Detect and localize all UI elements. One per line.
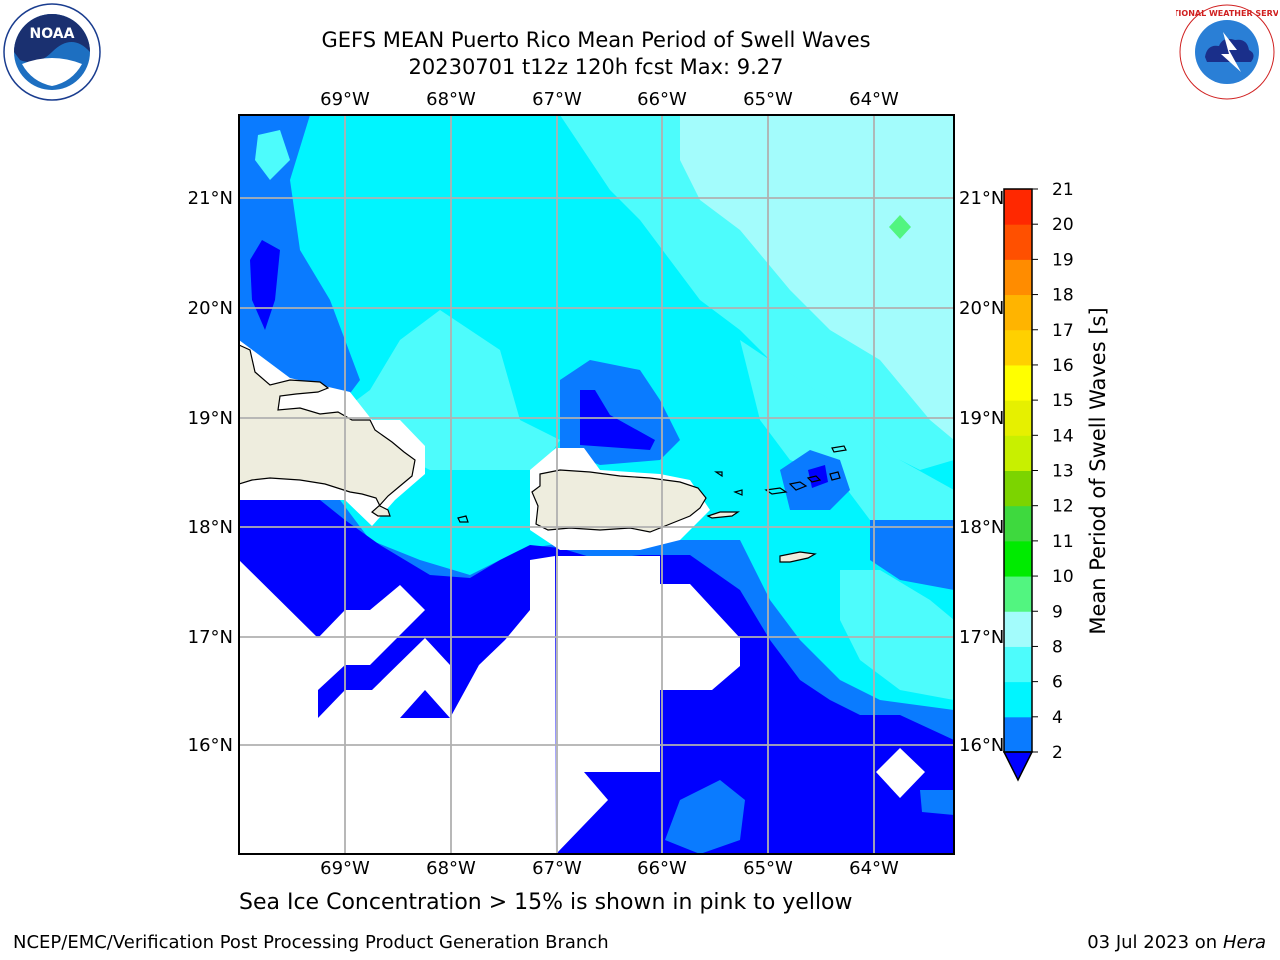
colorbar-band — [1004, 505, 1032, 542]
colorbar-band — [1004, 259, 1032, 296]
virgin-islands-land — [457, 445, 847, 523]
noaa-logo: NOAA — [3, 3, 101, 101]
no-data-s — [556, 556, 740, 854]
colorbar-tick-label: 11 — [1052, 532, 1074, 552]
lat-label-left: 19°N — [188, 408, 233, 429]
field-0-2-mona — [580, 390, 655, 450]
field-2-4-south-spot — [665, 780, 745, 854]
no-data-se — [876, 748, 925, 798]
lat-label-left: 18°N — [188, 517, 233, 538]
st-croix-land — [779, 551, 817, 563]
colorbar-band — [1004, 611, 1032, 647]
colorbar-band — [1004, 646, 1032, 683]
colorbar-tick-label: 18 — [1052, 286, 1074, 306]
colorbar-tick-label: 15 — [1052, 391, 1074, 411]
lat-label-right: 19°N — [959, 408, 1004, 429]
field-2-4-se-spot — [920, 790, 954, 815]
colorbar-tick-label: 9 — [1052, 602, 1063, 622]
footer-date-text: 03 Jul 2023 on — [1087, 932, 1218, 953]
colorbar-tick-label: 10 — [1052, 567, 1074, 587]
colorbar-band — [1004, 681, 1032, 718]
colorbar-band — [1004, 400, 1032, 436]
colorbar-band — [1004, 435, 1032, 471]
grid-lines — [239, 115, 954, 854]
lat-label-left: 17°N — [188, 627, 233, 648]
lon-label-top: 68°W — [426, 89, 476, 110]
colorbar-band — [1004, 540, 1032, 577]
lat-label-left: 20°N — [188, 298, 233, 319]
lat-label-right: 18°N — [959, 517, 1004, 538]
colorbar-tick-label: 13 — [1052, 462, 1074, 482]
hispaniola-land — [239, 344, 416, 517]
colorbar-band — [1004, 189, 1032, 225]
lat-labels-right: 21°N 20°N 19°N 18°N 17°N 16°N — [959, 188, 1004, 756]
lon-label-top: 64°W — [849, 89, 899, 110]
colorbar-band — [1004, 716, 1032, 753]
footer-date: 03 Jul 2023 on Hera — [1087, 932, 1266, 953]
colorbar-tick-label: 17 — [1052, 321, 1074, 341]
colorbar-band — [1004, 224, 1032, 260]
colorbar-tick-label: 4 — [1052, 708, 1063, 728]
colorbar-tick-label: 20 — [1052, 215, 1074, 235]
colorbar-band — [1004, 364, 1032, 401]
lon-label-bottom: 66°W — [637, 858, 687, 879]
colorbar-tick-label: 6 — [1052, 673, 1063, 693]
footer-host: Hera — [1222, 932, 1266, 953]
lon-label-top: 69°W — [320, 89, 370, 110]
lon-label-bottom: 67°W — [532, 858, 582, 879]
colorbar: 2 4 6 8 9 10 11 12 13 14 15 16 17 18 19 20 21 — [1002, 180, 1074, 782]
swell-period-field — [239, 115, 954, 854]
lat-label-right: 21°N — [959, 188, 1004, 209]
field-2-4-upr-spot — [255, 130, 290, 180]
noaa-logo-text: NOAA — [30, 26, 75, 42]
colorbar-tick-label: 14 — [1052, 426, 1074, 446]
colorbar-extend-triangle — [1002, 751, 1034, 782]
no-data-notch — [635, 640, 660, 665]
lon-label-top: 65°W — [743, 89, 793, 110]
lon-label-top: 67°W — [532, 89, 582, 110]
field-8-9 — [680, 115, 954, 440]
lon-labels-bottom: 69°W 68°W 67°W 66°W 65°W 64°W — [320, 858, 899, 879]
field-6-8-east — [740, 340, 954, 520]
colorbar-tick-label: 21 — [1052, 180, 1074, 200]
map-frame — [238, 114, 955, 855]
colorbar-tick-label: 19 — [1052, 250, 1074, 270]
lat-label-right: 17°N — [959, 627, 1004, 648]
lon-label-bottom: 68°W — [426, 858, 476, 879]
nws-logo-text: NATIONAL WEATHER SERVICE — [1176, 9, 1278, 18]
lat-label-left: 16°N — [188, 735, 233, 756]
title-line-2: 20230701 t12z 120h fcst Max: 9.27 — [408, 55, 784, 79]
lat-labels-left: 21°N 20°N 19°N 18°N 17°N 16°N — [188, 188, 233, 756]
no-data-sw — [239, 556, 556, 854]
lon-label-top: 66°W — [637, 89, 687, 110]
colorbar-tick-label: 12 — [1052, 497, 1074, 517]
field-2-4-west — [239, 115, 360, 420]
colorbar-tick-label: 16 — [1052, 356, 1074, 376]
nws-logo: NATIONAL WEATHER SERVICE — [1176, 4, 1278, 100]
colorbar-label: Mean Period of Swell Waves [s] — [1086, 307, 1110, 634]
sea-ice-note: Sea Ice Concentration > 15% is shown in … — [239, 890, 853, 915]
colorbar-tick-label: 2 — [1052, 743, 1063, 763]
vieques-land — [706, 511, 740, 519]
lat-label-right: 20°N — [959, 298, 1004, 319]
colorbar-band — [1004, 329, 1032, 366]
footer-credit: NCEP/EMC/Verification Post Processing Pr… — [13, 932, 609, 953]
field-2-4-east-strip — [870, 520, 954, 590]
lat-label-left: 21°N — [188, 188, 233, 209]
colorbar-band — [1004, 294, 1032, 331]
lon-label-bottom: 69°W — [320, 858, 370, 879]
colorbar-band — [1004, 470, 1032, 507]
lat-label-right: 16°N — [959, 735, 1004, 756]
lon-labels-top: 69°W 68°W 67°W 66°W 65°W 64°W — [320, 89, 899, 110]
lon-label-bottom: 64°W — [849, 858, 899, 879]
colorbar-tick-label: 8 — [1052, 637, 1063, 657]
title-line-1: GEFS MEAN Puerto Rico Mean Period of Swe… — [321, 28, 871, 52]
lon-label-bottom: 65°W — [743, 858, 793, 879]
field-6-8-se — [840, 570, 954, 700]
colorbar-band — [1004, 576, 1032, 612]
field-9-10-spot — [889, 215, 911, 239]
